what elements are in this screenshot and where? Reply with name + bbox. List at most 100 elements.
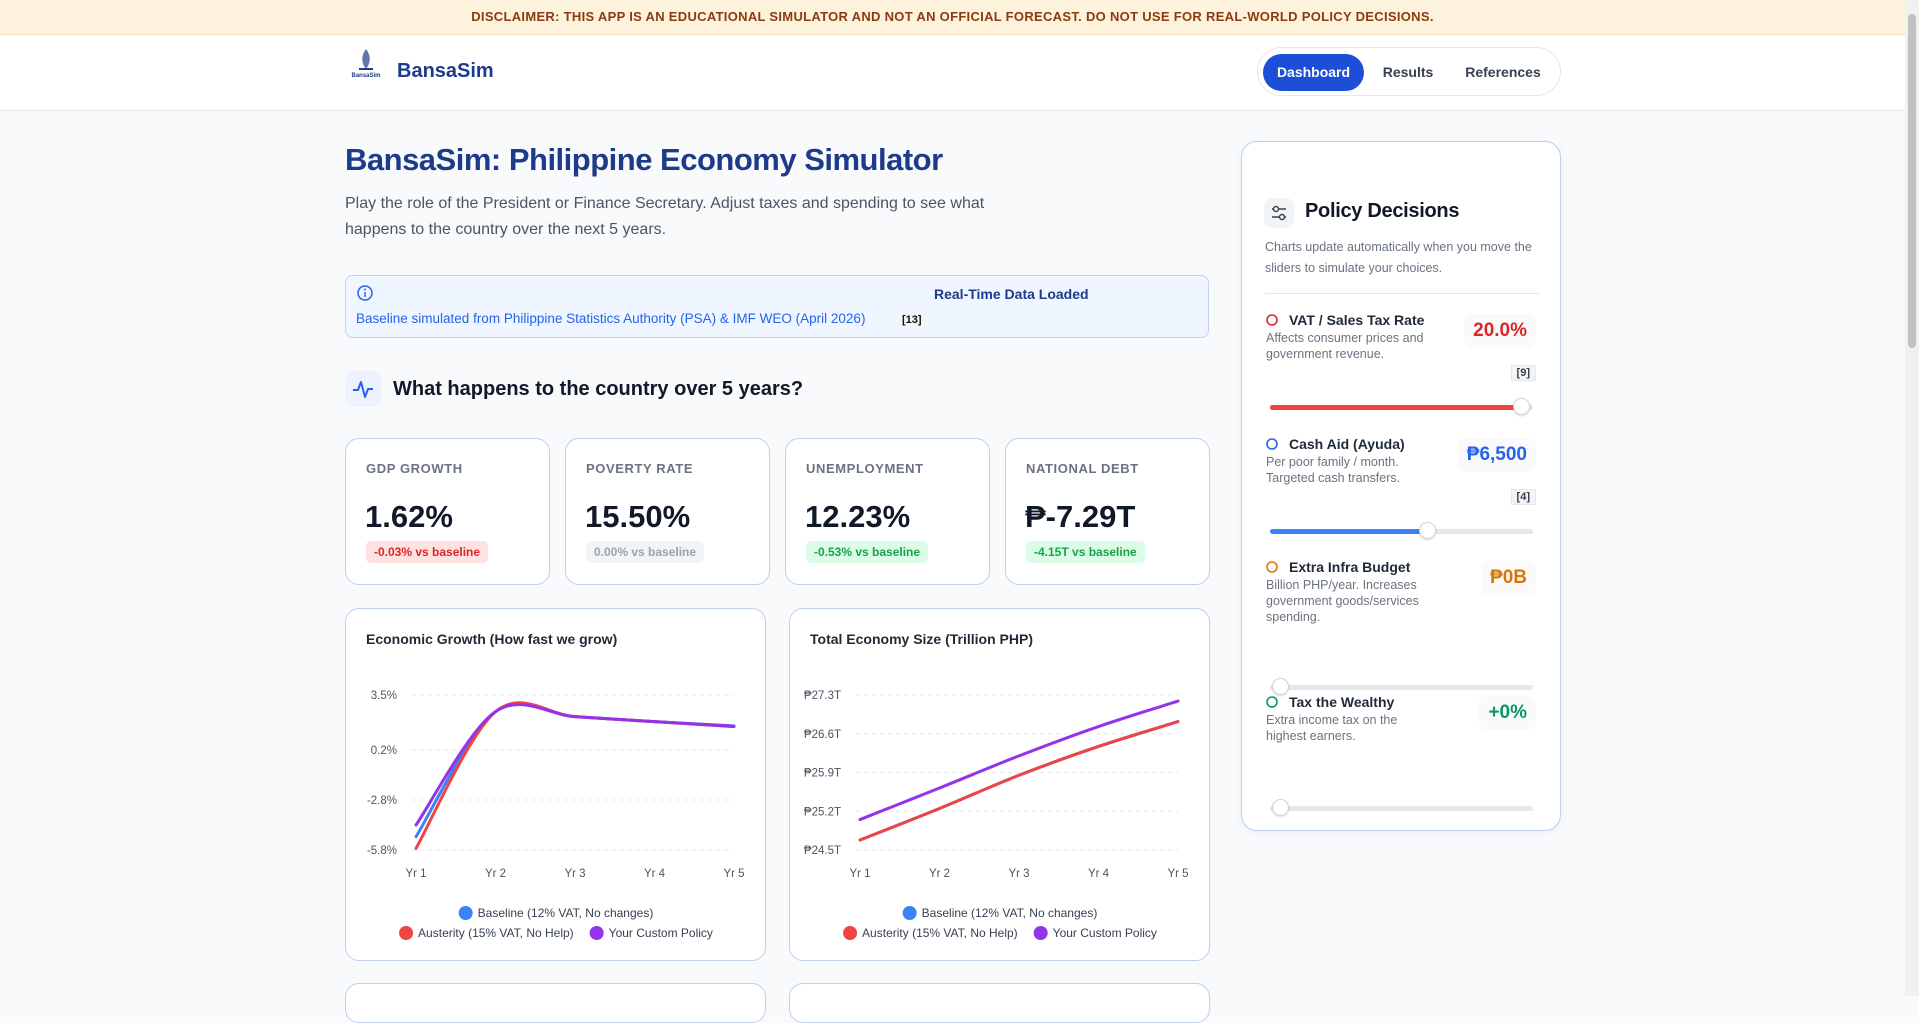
info-source[interactable]: Baseline simulated from Philippine Stati… [356,311,866,326]
metric-label: UNEMPLOYMENT [806,461,924,476]
slider-thumb[interactable] [1271,678,1289,695]
legend-row: Austerity (15% VAT, No Help) Your Custom … [399,926,713,940]
legend-row: Austerity (15% VAT, No Help) Your Custom … [843,926,1157,940]
legend-label: Baseline (12% VAT, No changes) [922,906,1098,920]
nav-dashboard[interactable]: Dashboard [1263,54,1364,91]
x-tick-label: Yr 1 [405,868,426,880]
legend-label: Austerity (15% VAT, No Help) [862,926,1018,940]
pulse-icon [353,381,373,398]
logo[interactable]: BansaSim [349,45,383,79]
x-tick-label: Yr 5 [723,868,744,880]
logo-caption: BansaSim [351,73,381,79]
y-tick-label: ₱26.6T [804,729,841,741]
y-tick-label: ₱25.2T [804,806,841,818]
nav-results[interactable]: Results [1382,64,1434,80]
citation: [4] [1510,489,1536,505]
chart-title: Economic Growth (How fast we grow) [366,631,618,647]
chart-card-partial [789,983,1210,1023]
sliders-icon [1272,205,1286,221]
legend-row: Baseline (12% VAT, No changes) [458,906,654,920]
x-tick-label: Yr 2 [929,868,950,880]
hero-title: BansaSim: Philippine Economy Simulator [345,142,943,177]
metric-card: GDP GROWTH 1.62% -0.03% vs baseline [345,438,550,585]
icon-shape [1266,438,1278,450]
nav: Dashboard Results References [1257,47,1561,96]
metric-label: NATIONAL DEBT [1026,461,1139,476]
x-tick-label: Yr 4 [644,868,666,880]
metric-delta: 0.00% vs baseline [586,541,705,563]
icon-shape [1266,696,1278,708]
control-description: Extra income tax on the highest earners. [1266,713,1398,743]
control-icon [1266,438,1278,450]
scrollbar-thumb[interactable] [1908,14,1916,348]
slider[interactable] [1270,398,1533,415]
y-tick-label: 3.5% [371,690,397,702]
y-tick-label: ₱27.3T [804,690,841,702]
chart-card: Economic Growth (How fast we grow) 3.5% 0.… [345,608,766,961]
icon-shape [1266,561,1278,573]
slider-thumb[interactable] [1513,398,1531,415]
info-box: Real-Time Data Loaded Baseline simulated… [345,275,1209,338]
control-description: Affects consumer prices and government r… [1266,331,1424,361]
legend-marker [843,926,858,940]
chart-card-partial [345,983,766,1023]
slider-thumb[interactable] [1418,522,1436,539]
slider[interactable] [1270,678,1533,695]
control-value: 20.0% [1464,314,1536,348]
disclaimer-banner: DISCLAIMER: THIS APP IS AN EDUCATIONAL S… [0,0,1905,35]
x-tick-label: Yr 4 [1088,868,1110,880]
metric-label: GDP GROWTH [366,461,463,476]
legend-marker [589,926,604,940]
chart-title: Total Economy Size (Trillion PHP) [810,631,1033,647]
y-tick-label: ₱24.5T [804,845,841,857]
control-icon [1266,314,1278,326]
citation: [9] [1510,365,1536,381]
legend-marker [458,906,473,920]
policy-title: Policy Decisions [1305,200,1460,222]
legend-row: Baseline (12% VAT, No changes) [902,906,1098,920]
legend-marker [1033,926,1048,940]
brand[interactable]: BansaSim [397,60,494,82]
chart-card: Total Economy Size (Trillion PHP) ₱27.3T ₱… [789,608,1210,961]
x-tick-label: Yr 5 [1167,868,1188,880]
control-description: Billion PHP/year. Increases government g… [1266,578,1419,624]
x-tick-label: Yr 1 [849,868,870,880]
metric-card: POVERTY RATE 15.50% 0.00% vs baseline [565,438,770,585]
slider-thumb[interactable] [1271,799,1289,816]
metric-delta: -0.03% vs baseline [366,541,489,563]
y-tick-label: -5.8% [367,845,397,857]
metric-value: 15.50% [585,499,691,534]
nav-references[interactable]: References [1465,64,1541,80]
section-icon [345,371,381,407]
y-tick-label: ₱25.9T [804,768,841,780]
series-line [858,720,1180,842]
metric-delta: -0.53% vs baseline [806,541,929,563]
control-icon [1266,696,1278,708]
metric-value: 12.23% [805,499,911,534]
metric-value: 1.62% [365,499,453,534]
slider-fill [1270,529,1428,534]
series-line [858,699,1180,822]
logo-icon [359,49,373,70]
info-icon [357,285,373,301]
top-header: BansaSim BansaSim Dashboard Results Refe… [0,35,1905,111]
series-line [414,702,736,827]
legend-label: Austerity (15% VAT, No Help) [418,926,574,940]
legend-label: Baseline (12% VAT, No changes) [478,906,654,920]
y-tick-label: 0.2% [371,745,397,757]
control-icon [1266,561,1278,573]
hero-description: Play the role of the President or Financ… [345,195,985,238]
citation[interactable]: [13] [898,313,926,327]
metric-label: POVERTY RATE [586,461,694,476]
x-tick-label: Yr 3 [564,868,585,880]
legend-label: Your Custom Policy [609,926,713,940]
control-value: +0% [1479,696,1536,730]
x-tick-label: Yr 2 [485,868,506,880]
scrollbar[interactable] [1905,0,1919,996]
slider[interactable] [1270,522,1533,539]
divider [1265,293,1539,294]
y-tick-label: -2.8% [367,795,397,807]
slider[interactable] [1270,799,1533,816]
control-label: Cash Aid (Ayuda) [1289,436,1405,452]
